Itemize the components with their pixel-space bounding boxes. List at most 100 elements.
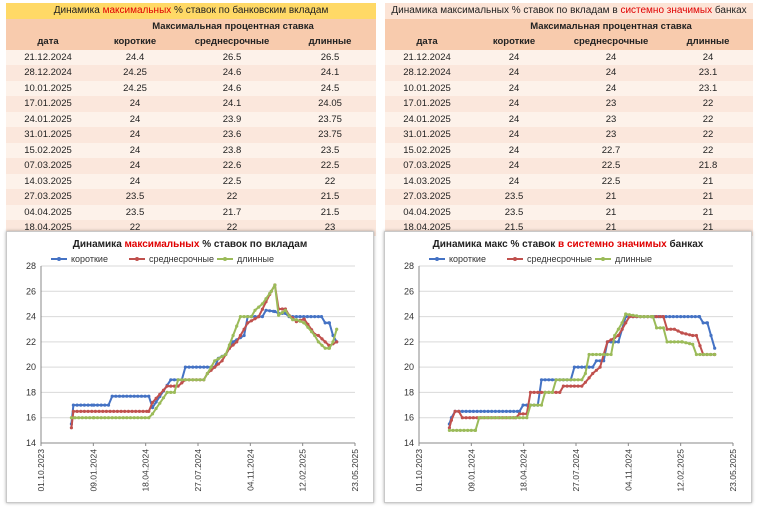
legend-label: длинные — [237, 254, 274, 264]
data-point — [591, 365, 595, 369]
left-table-title: Динамика максимальных % ставок по банков… — [6, 3, 377, 19]
data-point — [510, 416, 514, 420]
data-point — [705, 352, 709, 357]
rate-cell: 21 — [663, 189, 754, 205]
y-tick-label: 20 — [404, 362, 414, 372]
data-point — [257, 315, 261, 319]
data-point — [147, 409, 151, 413]
data-point — [591, 352, 595, 357]
table-row: 27.03.2025 23.5 22 21.5 — [6, 189, 377, 205]
data-point — [506, 416, 511, 420]
data-point — [517, 409, 522, 413]
rate-cell: 24 — [559, 65, 663, 81]
data-point — [268, 309, 272, 313]
rate-cell: 23.6 — [180, 127, 284, 143]
data-point — [602, 352, 606, 357]
data-point — [323, 340, 327, 344]
data-point — [497, 409, 501, 413]
rate-cell: 23.5 — [284, 142, 377, 158]
data-point — [92, 403, 96, 407]
data-point — [668, 315, 672, 319]
data-point — [298, 315, 302, 319]
data-point — [576, 365, 580, 369]
data-point — [313, 333, 317, 338]
data-point — [108, 409, 112, 413]
data-point — [99, 403, 103, 407]
right-table-panel: Динамика максимальных % ставок по вклада… — [385, 3, 754, 236]
date-cell: 21.12.2024 — [385, 49, 469, 65]
data-point — [694, 333, 698, 338]
right-line-chart: Динамика макс % ставок в системно значим… — [404, 238, 738, 492]
table-row: 15.02.2025 24 22.7 22 — [385, 142, 754, 158]
data-point — [594, 368, 598, 372]
data-point — [466, 428, 470, 432]
data-point — [132, 394, 136, 398]
data-point — [460, 409, 464, 413]
data-point — [242, 333, 246, 338]
data-point — [242, 315, 246, 319]
data-point — [114, 416, 118, 420]
data-point — [323, 321, 327, 325]
data-point — [154, 400, 158, 404]
data-point — [172, 390, 176, 394]
rate-cell: 24.25 — [90, 65, 180, 81]
data-point — [77, 416, 81, 420]
date-cell: 31.01.2025 — [385, 127, 469, 143]
series-short — [447, 315, 717, 426]
data-point — [521, 403, 525, 407]
data-point — [180, 381, 184, 385]
data-point — [580, 365, 584, 369]
data-point — [671, 315, 675, 319]
x-tick-label: 12.02.2025 — [676, 449, 686, 492]
data-point — [665, 340, 669, 344]
legend-item: среднесрочные — [129, 254, 214, 264]
data-point — [69, 426, 73, 430]
data-point — [512, 409, 516, 413]
x-tick-label: 18.04.2024 — [519, 449, 529, 492]
table-row: 04.04.2025 23.5 21 21 — [385, 204, 754, 220]
rate-cell: 23.1 — [663, 65, 754, 81]
data-point — [624, 321, 628, 325]
data-point — [187, 365, 191, 369]
data-point — [277, 313, 281, 317]
data-point — [238, 315, 242, 319]
data-point — [651, 315, 655, 319]
data-point — [125, 416, 129, 420]
data-point — [306, 325, 310, 329]
data-point — [137, 409, 141, 413]
series-line — [70, 284, 338, 428]
y-tick-label: 18 — [404, 387, 414, 397]
data-point — [165, 390, 169, 394]
data-point — [95, 416, 100, 420]
data-point — [80, 416, 84, 420]
data-point — [264, 308, 268, 312]
data-point — [130, 409, 134, 413]
data-point — [631, 313, 635, 317]
y-tick-label: 22 — [26, 337, 36, 347]
rate-cell: 24 — [90, 111, 180, 127]
legend-item: короткие — [429, 254, 486, 264]
data-point — [569, 384, 573, 388]
data-point — [569, 378, 573, 382]
data-point — [680, 331, 684, 335]
data-point — [624, 312, 628, 316]
rate-cell: 23.5 — [469, 204, 559, 220]
data-point — [539, 390, 544, 394]
x-tick-label: 04.11.2024 — [623, 449, 633, 491]
rate-cell: 23 — [559, 127, 663, 143]
data-point — [693, 315, 697, 319]
rate-cell: 21 — [663, 173, 754, 189]
data-point — [103, 403, 107, 407]
data-point — [110, 416, 114, 420]
data-point — [139, 416, 144, 420]
date-cell: 15.02.2025 — [6, 142, 90, 158]
data-point — [572, 378, 576, 382]
data-point — [490, 409, 494, 413]
data-point — [514, 416, 518, 420]
data-point — [82, 403, 86, 407]
data-point — [75, 403, 79, 407]
series-long — [447, 312, 717, 432]
data-point — [327, 346, 331, 350]
data-point — [521, 412, 525, 416]
data-point — [323, 346, 327, 350]
